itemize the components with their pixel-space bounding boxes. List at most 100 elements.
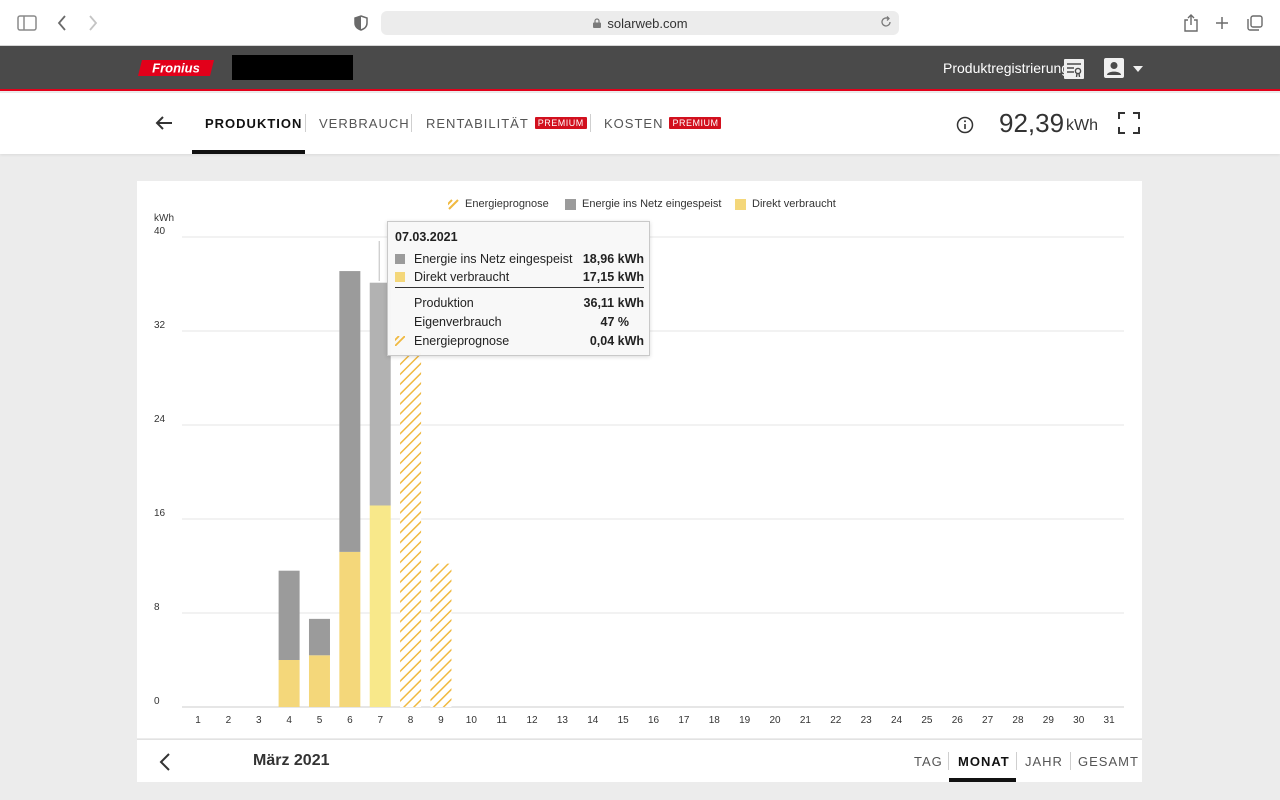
x-tick-label: 3	[256, 715, 262, 726]
tooltip-divider	[395, 287, 644, 288]
product-registration-icon[interactable]	[1063, 58, 1085, 80]
tooltip-label: Energieprognose	[414, 334, 510, 348]
view-tabs-bar: PRODUKTION VERBRAUCH RENTABILITÄT PREMIUM…	[0, 93, 1280, 154]
grid-feed-swatch-icon	[565, 198, 576, 210]
legend-label: Energieprognose	[465, 198, 549, 210]
x-tick-label: 31	[1104, 715, 1116, 726]
premium-badge: PREMIUM	[669, 117, 722, 129]
tab-divider	[411, 114, 412, 132]
tooltip-value: 18,96 kWh	[582, 252, 644, 266]
redacted-system-name	[232, 55, 353, 80]
production-chart-card: Energieprognose Energie ins Netz eingesp…	[137, 181, 1142, 738]
previous-period-icon[interactable]	[157, 751, 173, 773]
tooltip-value: 0,04 kWh	[589, 334, 644, 348]
url-text: solarweb.com	[607, 15, 688, 31]
x-tick-label: 4	[286, 715, 292, 726]
user-account-icon[interactable]	[1103, 57, 1125, 79]
reload-icon[interactable]	[879, 15, 893, 29]
bar-direct-consumed	[278, 660, 300, 707]
chevron-down-icon[interactable]	[1133, 65, 1143, 73]
x-tick-label: 24	[891, 715, 903, 726]
x-tick-label: 26	[952, 715, 964, 726]
tooltip-date: 07.03.2021	[395, 230, 458, 244]
period-divider	[1016, 752, 1017, 770]
tab-overview-icon[interactable]	[1244, 12, 1266, 34]
tooltip-row-self-consumption: Eigenverbrauch 47 %	[395, 314, 644, 330]
tooltip-row-direct: Direkt verbraucht 17,15 kWh	[395, 269, 644, 285]
browser-forward-icon[interactable]	[82, 12, 104, 34]
x-tick-label: 27	[982, 715, 994, 726]
sidebar-toggle-icon[interactable]	[16, 12, 38, 34]
tooltip-label: Energie ins Netz eingespeist	[414, 252, 573, 266]
period-divider	[948, 752, 949, 770]
tab-label: KOSTEN	[604, 116, 664, 131]
product-registration-link[interactable]: Produktregistrierung	[943, 60, 1070, 76]
period-tab-jahr[interactable]: JAHR	[1025, 754, 1063, 769]
legend-item-forecast[interactable]: Energieprognose	[448, 198, 549, 210]
fronius-logo[interactable]: Fronius	[136, 58, 216, 78]
y-tick-label: 32	[154, 320, 166, 331]
x-tick-label: 14	[587, 715, 599, 726]
tooltip-label: Produktion	[414, 296, 474, 310]
logo-text: Fronius	[152, 61, 200, 76]
x-tick-label: 5	[317, 715, 323, 726]
app-header: Fronius Produktregistrierung	[0, 46, 1280, 91]
tooltip-row-forecast: Energieprognose 0,04 kWh	[395, 333, 644, 349]
tab-verbrauch[interactable]: VERBRAUCH	[319, 116, 410, 131]
browser-toolbar: solarweb.com	[0, 0, 1280, 46]
x-tick-label: 21	[800, 715, 812, 726]
x-tick-label: 11	[497, 715, 508, 726]
tooltip-value: 47 %	[600, 315, 630, 329]
x-tick-label: 12	[527, 715, 539, 726]
new-tab-icon[interactable]	[1211, 12, 1233, 34]
legend-item-direct[interactable]: Direkt verbraucht	[735, 198, 836, 210]
tab-kosten[interactable]: KOSTEN PREMIUM	[604, 116, 722, 131]
tab-rentabilitaet[interactable]: RENTABILITÄT PREMIUM	[426, 116, 587, 131]
fullscreen-icon[interactable]	[1118, 112, 1140, 134]
x-tick-label: 10	[466, 715, 478, 726]
tab-produktion[interactable]: PRODUKTION	[205, 116, 303, 131]
x-tick-label: 15	[618, 715, 630, 726]
y-tick-label: 0	[154, 696, 160, 707]
x-tick-label: 20	[769, 715, 781, 726]
tooltip-value: 17,15 kWh	[582, 270, 644, 284]
period-tab-monat[interactable]: MONAT	[958, 754, 1010, 769]
tab-label: RENTABILITÄT	[426, 116, 529, 131]
x-tick-label: 29	[1043, 715, 1055, 726]
x-tick-label: 25	[921, 715, 933, 726]
tooltip-row-grid-feed: Energie ins Netz eingespeist 18,96 kWh	[395, 251, 644, 267]
share-icon[interactable]	[1180, 12, 1202, 34]
bar-direct-consumed	[339, 551, 361, 707]
tooltip-label: Eigenverbrauch	[414, 315, 502, 329]
legend-label: Energie ins Netz eingespeist	[582, 198, 722, 210]
forecast-swatch-icon	[395, 336, 405, 346]
bar-direct-consumed	[369, 505, 391, 707]
tab-divider	[590, 114, 591, 132]
legend-label: Direkt verbraucht	[752, 198, 836, 210]
x-tick-label: 16	[648, 715, 660, 726]
privacy-shield-icon[interactable]	[350, 12, 372, 34]
y-axis-unit-label: kWh	[154, 213, 174, 224]
period-tab-tag[interactable]: TAG	[914, 754, 943, 769]
x-tick-label: 8	[408, 715, 414, 726]
active-tab-indicator	[192, 150, 305, 154]
address-bar[interactable]: solarweb.com	[381, 11, 899, 35]
browser-back-icon[interactable]	[51, 12, 73, 34]
chart-tooltip: 07.03.2021 Energie ins Netz eingespeist …	[387, 221, 650, 356]
bar-direct-consumed	[308, 655, 330, 707]
premium-badge: PREMIUM	[534, 117, 587, 129]
y-tick-label: 40	[154, 226, 166, 237]
legend-item-grid-feed[interactable]: Energie ins Netz eingespeist	[565, 198, 721, 210]
grid-feed-swatch-icon	[395, 254, 405, 264]
x-tick-label: 30	[1073, 715, 1085, 726]
period-tab-gesamt[interactable]: GESAMT	[1078, 754, 1139, 769]
back-arrow-icon[interactable]	[153, 112, 175, 134]
y-tick-label: 8	[154, 602, 160, 613]
x-tick-label: 13	[557, 715, 569, 726]
direct-swatch-icon	[395, 272, 405, 282]
tooltip-row-production: Produktion 36,11 kWh	[395, 295, 644, 311]
info-icon[interactable]	[955, 115, 975, 135]
tab-divider	[305, 114, 306, 132]
tooltip-spacer	[395, 317, 405, 327]
